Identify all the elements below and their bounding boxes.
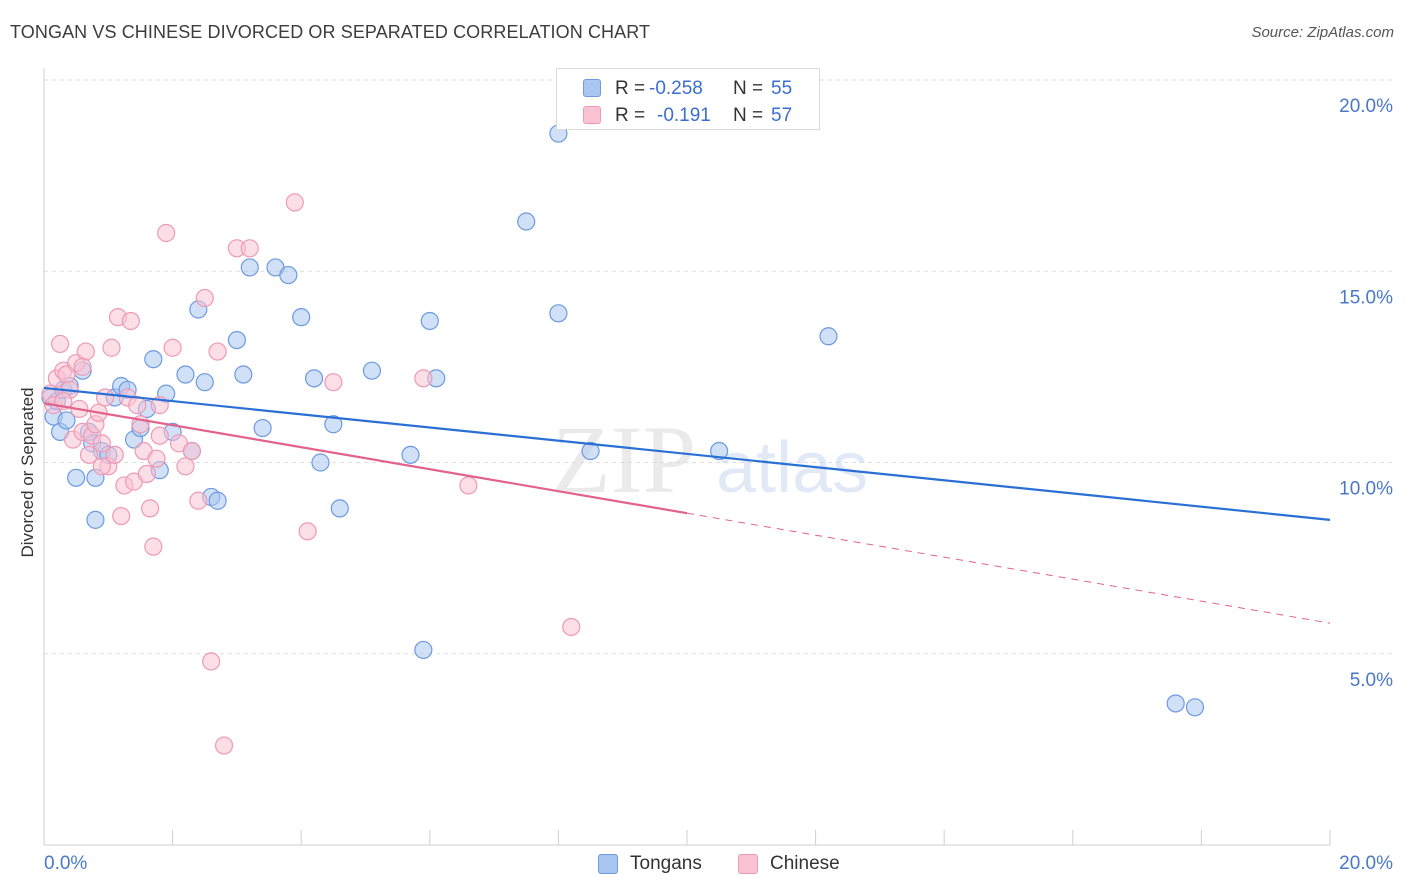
point-chinese (92, 457, 111, 476)
point-chinese (73, 357, 92, 376)
legend-r-value: -0.258 (649, 78, 703, 99)
point-chinese (176, 457, 195, 476)
legend-n-value: 55 (771, 78, 793, 99)
y-axis-label: Divorced or Separated (18, 387, 37, 557)
legend-swatch-chinese (583, 106, 601, 124)
point-chinese (121, 311, 140, 331)
point-chinese (112, 506, 131, 526)
trend-line-extension-chinese (686, 512, 1331, 624)
point-tongans (401, 445, 420, 464)
trend-line-chinese (43, 402, 688, 515)
point-chinese (202, 652, 221, 671)
point-tongans (86, 510, 105, 529)
legend-n-value: 57 (771, 105, 793, 126)
legend-n-label: N = (733, 105, 764, 126)
point-chinese (137, 464, 156, 484)
point-chinese (459, 476, 478, 495)
point-chinese (163, 338, 182, 357)
point-tongans (304, 369, 324, 388)
point-tongans (819, 327, 838, 346)
point-tongans (549, 304, 568, 323)
x-tick-label: 0.0% (44, 853, 87, 874)
point-chinese (562, 617, 581, 637)
point-chinese (189, 491, 208, 510)
point-chinese (79, 445, 99, 464)
chart-source: Source: ZipAtlas.com (1251, 24, 1394, 41)
point-tongans (1185, 698, 1205, 717)
y-tick-label: 15.0% (1339, 287, 1393, 308)
trend-line-tongans (43, 386, 1331, 521)
watermark-zip: ZIP (552, 406, 696, 513)
point-tongans (253, 418, 272, 438)
point-tongans (195, 373, 214, 392)
chart-title: TONGAN VS CHINESE DIVORCED OR SEPARATED … (10, 22, 651, 42)
point-chinese (95, 388, 115, 407)
point-tongans (710, 441, 729, 461)
point-chinese (214, 736, 234, 755)
point-tongans (176, 365, 195, 384)
point-tongans (414, 640, 433, 660)
point-tongans (330, 499, 349, 518)
point-chinese (298, 522, 317, 541)
point-tongans (420, 311, 439, 331)
point-tongans (324, 415, 343, 434)
bottom-legend-swatch-tongans (598, 854, 618, 874)
point-tongans (144, 350, 163, 369)
legend-row-chinese: R = -0.191 N = 57 (557, 101, 819, 127)
point-tongans (279, 265, 298, 285)
legend-row-tongans: R = -0.258 N = 55 (557, 74, 819, 100)
point-chinese (50, 334, 70, 354)
watermark-atlas: atlas (716, 428, 868, 508)
correlation-legend: R = -0.258 N = 55 R = -0.191 N = 57 (556, 68, 820, 130)
legend-n-label: N = (733, 78, 764, 99)
point-chinese (147, 449, 166, 468)
y-tick-label: 10.0% (1339, 479, 1393, 500)
point-tongans (57, 411, 76, 430)
point-chinese (208, 342, 227, 361)
x-tick-label: 20.0% (1339, 853, 1393, 874)
point-tongans (67, 468, 86, 487)
point-tongans (311, 453, 330, 472)
data-points (41, 124, 1205, 755)
point-chinese (195, 288, 214, 308)
trend-lines (43, 386, 1331, 624)
point-tongans (1166, 694, 1185, 713)
point-chinese (182, 441, 201, 461)
point-tongans (208, 491, 227, 510)
point-tongans (581, 441, 600, 461)
point-tongans (362, 361, 382, 380)
watermark: ZIP atlas (552, 406, 868, 513)
point-tongans (234, 365, 253, 384)
point-chinese (105, 445, 124, 464)
legend-r-label: R = (615, 78, 646, 99)
axes (43, 68, 1331, 846)
y-tick-label: 20.0% (1339, 96, 1393, 117)
point-tongans (517, 212, 536, 231)
bottom-legend-label-tongans: Tongans (630, 853, 702, 874)
bottom-legend-label-chinese: Chinese (770, 853, 840, 874)
legend-swatch-tongans (583, 79, 601, 97)
point-chinese (76, 342, 95, 361)
point-chinese (144, 537, 163, 556)
point-tongans (227, 331, 246, 350)
point-chinese (140, 499, 160, 518)
point-tongans (240, 258, 259, 277)
point-chinese (92, 434, 111, 453)
point-chinese (102, 338, 121, 357)
point-chinese (240, 239, 259, 258)
legend-r-value: -0.191 (657, 105, 711, 126)
point-chinese (324, 373, 343, 392)
point-tongans (292, 308, 311, 327)
axis-labels: 5.0% 10.0% 15.0% 20.0% 0.0% 20.0% Divorced or … (18, 96, 1393, 874)
point-chinese (150, 426, 169, 445)
point-chinese (285, 193, 304, 212)
legend-r-label: R = (615, 105, 646, 126)
bottom-legend-swatch-chinese (738, 854, 758, 874)
point-chinese (414, 369, 433, 388)
point-chinese (157, 223, 176, 243)
y-tick-label: 5.0% (1350, 670, 1393, 691)
